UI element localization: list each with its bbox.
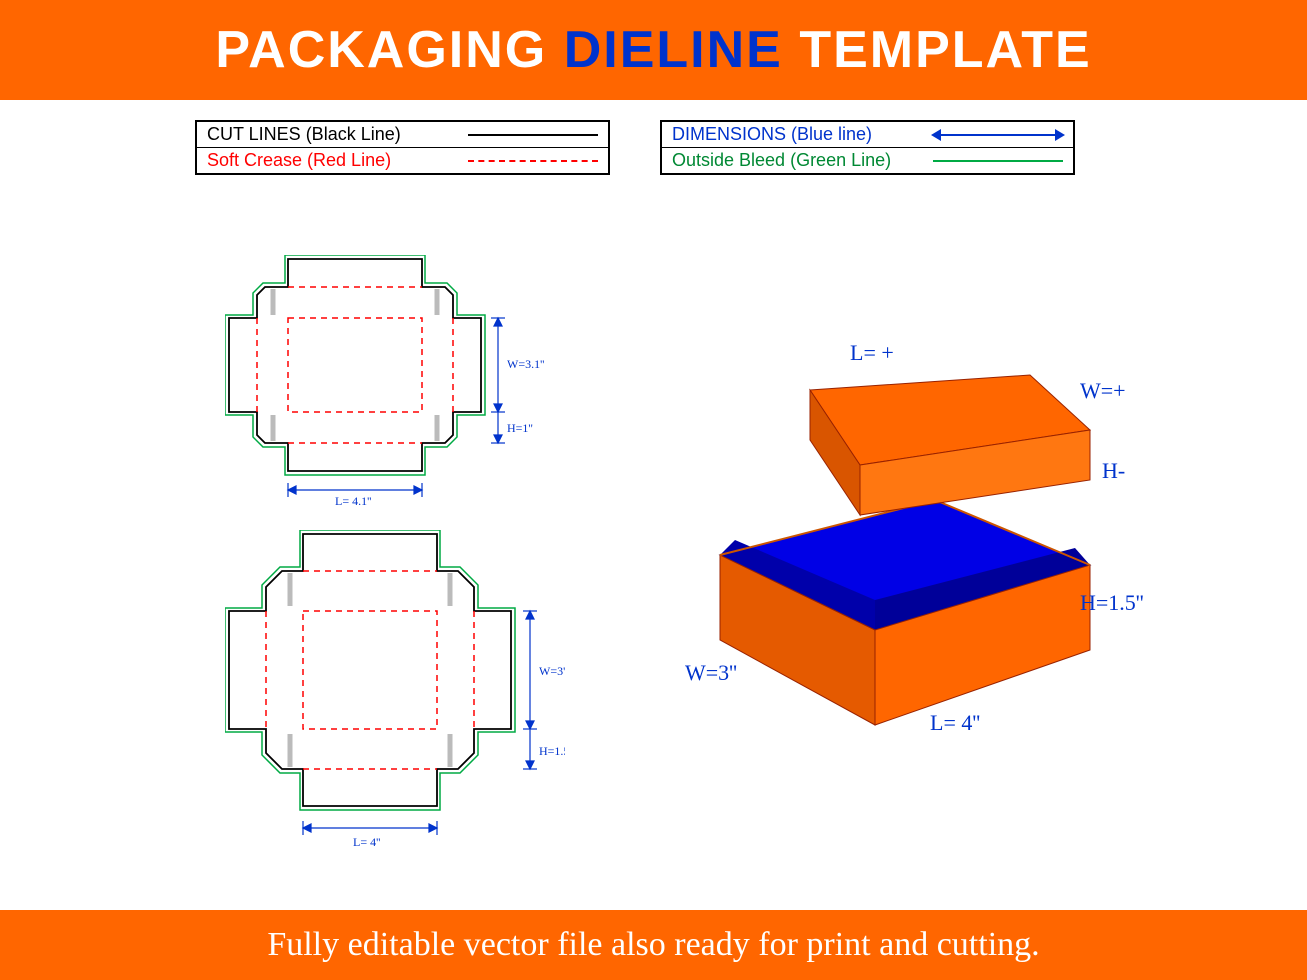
lid-h-label: H- xyxy=(1102,458,1125,484)
legend-row: CUT LINES (Black Line) Soft Crease (Red … xyxy=(195,120,1075,175)
dim-l-label: L= 4'' xyxy=(353,835,380,849)
dieline-base-svg: W=3'' H=1.5'' L= 4'' xyxy=(225,530,565,860)
base-w-label: W=3'' xyxy=(685,660,737,686)
legend-label: DIMENSIONS (Blue line) xyxy=(672,124,872,145)
title-word-2: DIELINE xyxy=(564,21,783,79)
title-word-3: TEMPLATE xyxy=(799,21,1091,79)
footer-text: Fully editable vector file also ready fo… xyxy=(267,926,1039,964)
dieline-base: W=3'' H=1.5'' L= 4'' xyxy=(225,530,565,865)
dieline-lid: W=3.1'' H=1'' L= 4.1'' xyxy=(225,255,545,520)
legend-box-1: CUT LINES (Black Line) Soft Crease (Red … xyxy=(195,120,610,175)
dieline-lid-svg: W=3.1'' H=1'' L= 4.1'' xyxy=(225,255,545,515)
legend-sample-black xyxy=(468,134,598,136)
legend-item-dimensions: DIMENSIONS (Blue line) xyxy=(662,122,1073,147)
footer-bar: Fully editable vector file also ready fo… xyxy=(0,910,1307,980)
dim-l-label: L= 4.1'' xyxy=(335,494,371,508)
page-title: PACKAGING DIELINE TEMPLATE xyxy=(215,20,1091,80)
legend-label: Soft Crease (Red Line) xyxy=(207,150,391,171)
base-l-label: L= 4'' xyxy=(930,710,980,736)
legend-item-crease: Soft Crease (Red Line) xyxy=(197,147,608,173)
dim-w-label: W=3.1'' xyxy=(507,357,544,371)
dim-w-label: W=3'' xyxy=(539,664,565,678)
legend-box-2: DIMENSIONS (Blue line) Outside Bleed (Gr… xyxy=(660,120,1075,175)
dim-h-label: H=1.5'' xyxy=(539,744,565,758)
lid-w-label: W=+ xyxy=(1080,378,1126,404)
legend-label: CUT LINES (Black Line) xyxy=(207,124,401,145)
title-word-1: PACKAGING xyxy=(215,21,547,79)
legend-sample-blue xyxy=(933,134,1063,136)
base-h-label: H=1.5'' xyxy=(1080,590,1144,616)
box-3d: L= + W=+ H- H=1.5'' L= 4'' W=3'' xyxy=(660,330,1160,770)
header-bar: PACKAGING DIELINE TEMPLATE xyxy=(0,0,1307,100)
legend-sample-red xyxy=(468,160,598,162)
legend-item-cutlines: CUT LINES (Black Line) xyxy=(197,122,608,147)
legend-sample-green xyxy=(933,160,1063,162)
legend-label: Outside Bleed (Green Line) xyxy=(672,150,891,171)
legend-item-bleed: Outside Bleed (Green Line) xyxy=(662,147,1073,173)
dim-h-label: H=1'' xyxy=(507,421,533,435)
lid-l-label: L= + xyxy=(850,340,894,366)
